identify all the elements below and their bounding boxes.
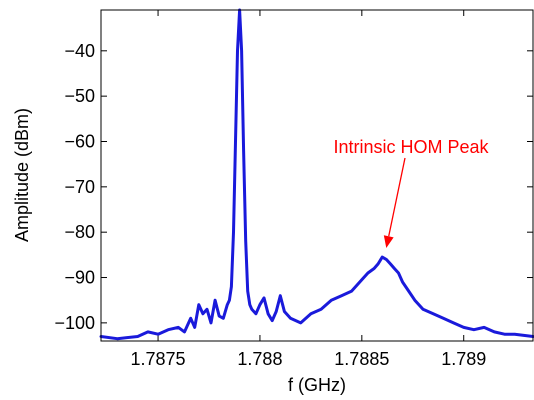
x-tick-label: 1.7885 <box>334 349 389 369</box>
annotation: Intrinsic HOM Peak <box>333 137 490 249</box>
x-tick-label: 1.789 <box>441 349 486 369</box>
x-axis-label: f (GHz) <box>288 375 346 395</box>
x-tick-labels: 1.7875 1.788 1.7885 1.789 <box>131 349 487 369</box>
y-tick-label: −40 <box>64 41 95 61</box>
y-tick-label: −90 <box>64 268 95 288</box>
y-tick-label: −70 <box>64 177 95 197</box>
y-tick-label: −80 <box>64 222 95 242</box>
y-tick-label: −50 <box>64 86 95 106</box>
annotation-label: Intrinsic HOM Peak <box>333 137 489 157</box>
annotation-arrow-head <box>383 235 394 249</box>
x-tick-label: 1.7875 <box>131 349 186 369</box>
x-tick-label: 1.788 <box>237 349 282 369</box>
annotation-arrow-line <box>388 157 406 237</box>
y-axis-label: Amplitude (dBm) <box>12 108 32 242</box>
y-tick-labels: −100 −90 −80 −70 −60 −50 −40 <box>54 41 95 333</box>
plot-area <box>101 10 533 341</box>
y-tick-label: −100 <box>54 313 95 333</box>
axis-ticks <box>101 10 533 341</box>
series-line <box>99 8 534 341</box>
plot-frame <box>100 9 534 342</box>
y-tick-label: −60 <box>64 131 95 151</box>
